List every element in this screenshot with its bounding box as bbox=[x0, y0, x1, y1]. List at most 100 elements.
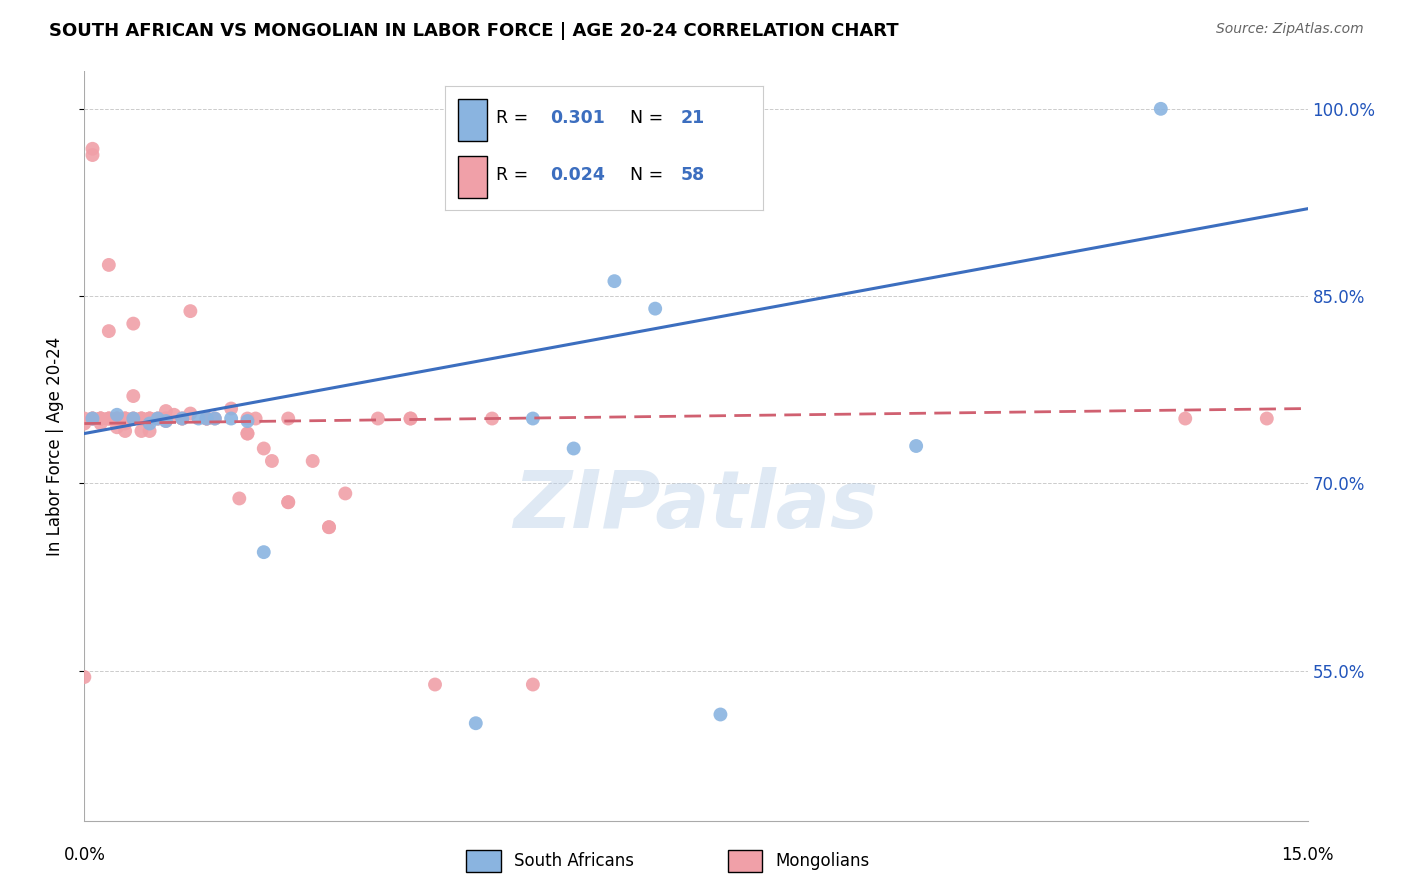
Point bbox=[105, 411, 128, 425]
Point bbox=[195, 411, 218, 425]
Y-axis label: In Labor Force | Age 20-24: In Labor Force | Age 20-24 bbox=[45, 336, 63, 556]
Point bbox=[82, 411, 104, 425]
FancyBboxPatch shape bbox=[465, 849, 501, 872]
Point bbox=[82, 148, 104, 162]
Point bbox=[146, 411, 169, 425]
Point bbox=[481, 411, 503, 425]
Point bbox=[1150, 102, 1173, 116]
Point bbox=[105, 408, 128, 422]
Point bbox=[155, 404, 177, 418]
Point bbox=[335, 486, 357, 500]
Point bbox=[228, 491, 250, 506]
Point bbox=[90, 411, 112, 425]
Point bbox=[172, 411, 194, 425]
Point bbox=[905, 439, 928, 453]
Point bbox=[82, 411, 104, 425]
Point bbox=[399, 411, 422, 425]
Text: South Africans: South Africans bbox=[515, 852, 634, 870]
Point bbox=[195, 411, 218, 425]
Point bbox=[318, 520, 340, 534]
FancyBboxPatch shape bbox=[728, 849, 762, 872]
Point bbox=[114, 411, 136, 425]
Point bbox=[122, 411, 145, 425]
Point bbox=[204, 411, 226, 425]
Point bbox=[318, 520, 340, 534]
Point bbox=[146, 411, 169, 425]
Point bbox=[195, 411, 218, 425]
Point bbox=[204, 411, 226, 425]
Point bbox=[73, 411, 96, 425]
Point bbox=[1174, 411, 1197, 425]
Point bbox=[260, 454, 283, 468]
Point bbox=[138, 424, 160, 438]
Point bbox=[138, 411, 160, 425]
Point bbox=[131, 411, 153, 425]
Point bbox=[114, 411, 136, 425]
Point bbox=[155, 411, 177, 425]
Point bbox=[236, 414, 259, 428]
Point bbox=[423, 677, 446, 691]
Point bbox=[138, 411, 160, 425]
Point bbox=[82, 411, 104, 425]
Text: 15.0%: 15.0% bbox=[1281, 846, 1334, 863]
Point bbox=[522, 677, 544, 691]
Point bbox=[163, 408, 186, 422]
Point bbox=[82, 411, 104, 425]
Point bbox=[114, 411, 136, 425]
Point bbox=[172, 411, 194, 425]
Text: ZIPatlas: ZIPatlas bbox=[513, 467, 879, 545]
Point bbox=[97, 324, 120, 338]
Point bbox=[155, 414, 177, 428]
Point bbox=[172, 411, 194, 425]
Point bbox=[236, 426, 259, 441]
Point bbox=[219, 401, 242, 416]
Point bbox=[105, 411, 128, 425]
Text: 0.0%: 0.0% bbox=[63, 846, 105, 863]
Point bbox=[122, 317, 145, 331]
Point bbox=[367, 411, 389, 425]
Point bbox=[1256, 411, 1278, 425]
Point bbox=[277, 411, 299, 425]
Point bbox=[644, 301, 666, 316]
Point bbox=[90, 417, 112, 431]
Point bbox=[105, 420, 128, 434]
Point bbox=[97, 411, 120, 425]
Point bbox=[131, 424, 153, 438]
Point bbox=[236, 411, 259, 425]
Text: Mongolians: Mongolians bbox=[776, 852, 870, 870]
Point bbox=[399, 411, 422, 425]
Point bbox=[131, 411, 153, 425]
Point bbox=[277, 495, 299, 509]
Point bbox=[138, 411, 160, 425]
Point bbox=[219, 411, 242, 425]
Text: SOUTH AFRICAN VS MONGOLIAN IN LABOR FORCE | AGE 20-24 CORRELATION CHART: SOUTH AFRICAN VS MONGOLIAN IN LABOR FORC… bbox=[49, 22, 898, 40]
Point bbox=[146, 411, 169, 425]
Point bbox=[114, 424, 136, 438]
Point bbox=[90, 411, 112, 425]
Point bbox=[73, 670, 96, 684]
Point bbox=[464, 716, 486, 731]
Point bbox=[122, 411, 145, 425]
Point bbox=[179, 407, 201, 421]
Point bbox=[522, 411, 544, 425]
Point bbox=[179, 304, 201, 318]
Point bbox=[122, 411, 145, 425]
Point bbox=[562, 442, 585, 456]
Point bbox=[97, 411, 120, 425]
Point bbox=[236, 426, 259, 441]
Point bbox=[245, 411, 267, 425]
Point bbox=[195, 411, 218, 425]
Point bbox=[90, 411, 112, 425]
Point bbox=[277, 495, 299, 509]
Point bbox=[253, 545, 276, 559]
Point bbox=[253, 442, 276, 456]
Point bbox=[97, 258, 120, 272]
Point bbox=[155, 411, 177, 425]
Point bbox=[122, 389, 145, 403]
Point bbox=[131, 411, 153, 425]
Point bbox=[155, 414, 177, 428]
Point bbox=[90, 411, 112, 425]
Point bbox=[138, 417, 160, 431]
Text: Source: ZipAtlas.com: Source: ZipAtlas.com bbox=[1216, 22, 1364, 37]
Point bbox=[114, 417, 136, 431]
